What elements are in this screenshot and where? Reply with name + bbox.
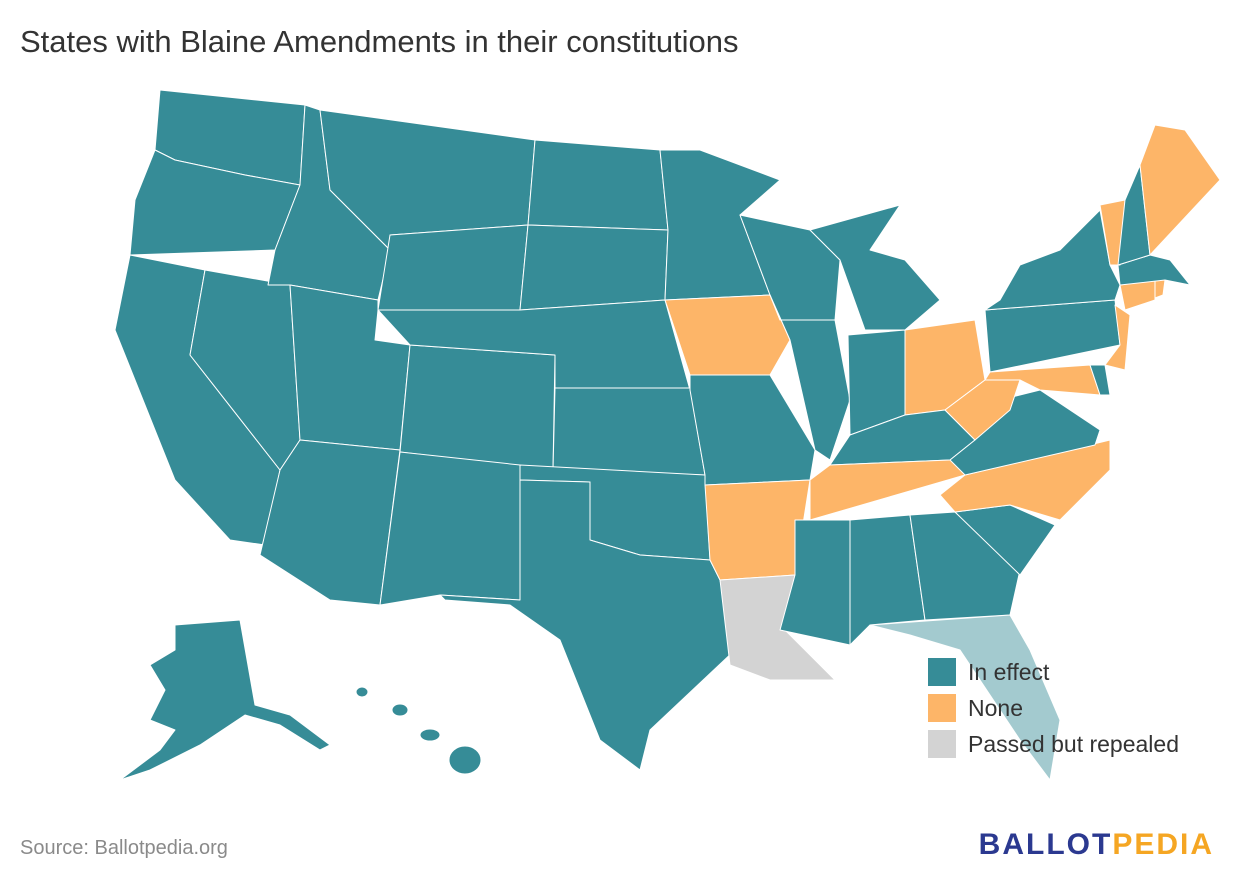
state [704, 479, 811, 581]
state [809, 204, 941, 331]
source: Source: Ballotpedia.org [20, 837, 228, 859]
state [1089, 364, 1111, 396]
state [399, 344, 556, 471]
state [377, 224, 529, 311]
legend-label: Passed but repealed [968, 731, 1179, 757]
state [519, 224, 669, 311]
state [849, 514, 926, 646]
state [552, 387, 706, 476]
state [355, 686, 369, 698]
state [379, 451, 521, 606]
state [944, 379, 1021, 441]
state [779, 519, 851, 646]
state [689, 374, 816, 486]
logo-part: BALLOT [979, 828, 1113, 861]
title: States with Blaine Amendments in their c… [20, 24, 739, 59]
state [984, 209, 1121, 311]
legend-label: In effect [968, 659, 1050, 685]
state [419, 728, 441, 742]
state [869, 614, 1061, 781]
state [527, 139, 669, 231]
state [909, 511, 1021, 621]
state [769, 294, 851, 461]
state [939, 439, 1111, 521]
us-map [114, 89, 1221, 781]
logo: BALLOTPEDIA [979, 828, 1214, 861]
state [1154, 279, 1166, 299]
state [1139, 124, 1221, 256]
legend-swatch [928, 658, 956, 686]
state [1099, 199, 1126, 266]
state [377, 299, 691, 391]
state [1104, 304, 1131, 371]
legend-swatch [928, 694, 956, 722]
state [259, 439, 401, 606]
logo-part: PEDIA [1112, 828, 1214, 861]
state [439, 479, 736, 771]
state [391, 703, 409, 717]
legend-swatch [928, 730, 956, 758]
state [119, 619, 331, 781]
legend: In effect None Passed but repealed [928, 658, 1179, 758]
state [984, 299, 1121, 373]
legend-label: None [968, 695, 1023, 721]
state [664, 294, 791, 376]
state [448, 745, 482, 775]
